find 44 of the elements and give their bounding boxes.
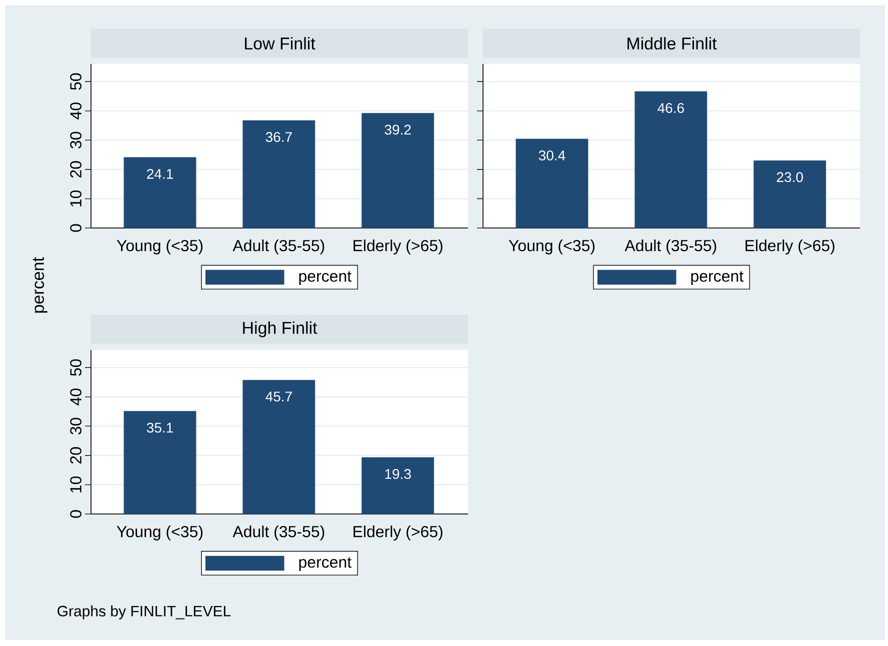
y-tick-label: 40 [70, 102, 82, 120]
data-label: 45.7 [266, 392, 292, 402]
y-tick-label: 30 [70, 418, 82, 434]
x-tick-label: Elderly (>65) [354, 526, 442, 540]
x-tick-label: Elderly (>65) [746, 240, 834, 254]
x-tick-label: Adult (35-55) [624, 240, 716, 254]
x-tick-label: Young (<35) [116, 240, 202, 254]
x-tick-label: Young (<35) [116, 526, 202, 540]
bar [362, 113, 434, 228]
chart-title: High Finlit [243, 321, 318, 338]
data-label: 24.1 [147, 168, 173, 179]
y-tick-label: 0 [70, 510, 82, 518]
data-label: 30.4 [538, 150, 566, 160]
data-label: 39.2 [384, 124, 411, 135]
bar [362, 457, 434, 514]
data-label: 36.7 [266, 132, 292, 142]
y-tick-label: 20 [70, 447, 82, 464]
data-label: 23.0 [776, 172, 803, 182]
y-tick-label: 20 [70, 161, 82, 178]
legend-label: percent [299, 271, 352, 285]
bar [242, 120, 316, 228]
chart-title: Middle Finlit [628, 37, 717, 50]
data-label: 35.1 [146, 422, 173, 433]
y-tick-label: 10 [70, 476, 82, 492]
bar [124, 157, 196, 228]
y-tick-label: 0 [70, 224, 82, 232]
y-tick-label: 10 [70, 190, 82, 206]
x-tick-label: Young (<35) [508, 240, 594, 254]
bar [124, 411, 196, 514]
legend-label: percent [299, 557, 352, 571]
y-tick-label: 50 [70, 359, 82, 376]
x-tick-label: Adult (35-55) [232, 526, 324, 540]
y-tick-label: 50 [70, 73, 82, 90]
x-tick-label: Adult (35-55) [232, 240, 324, 254]
text: Graphs by FINLIT_LEVEL [58, 605, 231, 620]
data-label: 46.6 [658, 103, 684, 113]
x-tick-label: Elderly (>65) [354, 240, 442, 254]
y-tick-label: 30 [70, 132, 82, 148]
bar [242, 380, 316, 514]
legend-label: percent [691, 271, 744, 285]
y-axis-title: percent [32, 257, 48, 313]
y-tick-label: 40 [70, 388, 82, 406]
data-label: 19.3 [385, 469, 411, 479]
chart-title: Low Finlit [245, 37, 316, 50]
